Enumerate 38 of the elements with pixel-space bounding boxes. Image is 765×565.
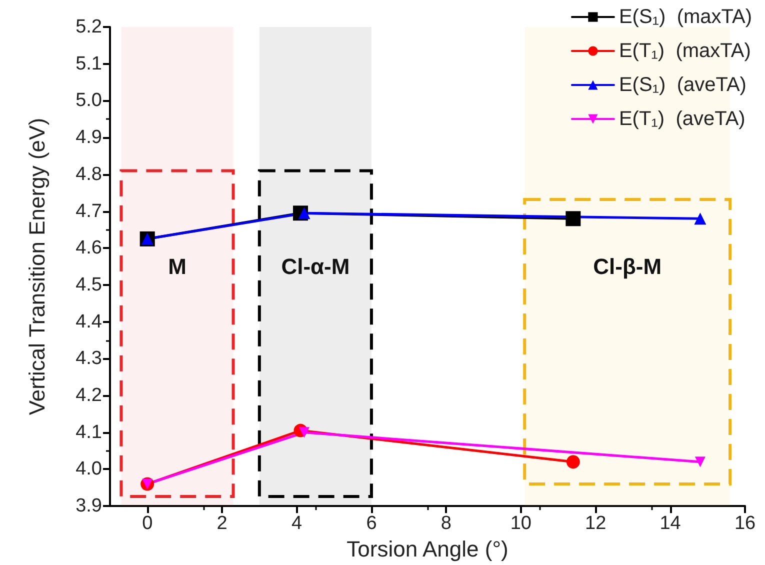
band-label: Cl-β-M [593, 254, 662, 280]
y-tick-label: 4.9 [76, 127, 102, 148]
y-axis-title: Vertical Transition Energy (eV) [24, 118, 50, 416]
y-tick-label: 4.1 [76, 422, 102, 443]
x-tick-label: 16 [734, 513, 756, 534]
x-tick-label: 6 [366, 513, 377, 534]
y-tick-label: 5.2 [76, 16, 102, 38]
legend-label: E(S₁) (aveTA) [618, 74, 746, 96]
y-tick-label: 4.7 [76, 200, 102, 222]
y-tick-label: 5.1 [76, 53, 102, 74]
legend-label: E(T₁) (maxTA) [618, 40, 751, 62]
x-tick-label: 8 [440, 513, 452, 534]
y-tick-label: 4.4 [76, 311, 102, 332]
x-tick-label: 0 [142, 513, 153, 534]
legend-label: E(T₁) (aveTA) [618, 108, 746, 130]
y-tick-label: 4.6 [76, 238, 102, 259]
x-tick-label: 2 [216, 513, 228, 534]
band-label: Cl-α-M [281, 254, 350, 280]
point [298, 427, 310, 438]
y-tick-label: 5.0 [76, 90, 102, 112]
x-tick-label: 4 [291, 513, 302, 534]
x-tick-label: 12 [585, 513, 606, 534]
point [566, 211, 581, 226]
y-tick-label: 4.0 [76, 458, 102, 480]
y-tick-label: 4.2 [76, 385, 102, 406]
y-tick-label: 4.8 [76, 164, 102, 185]
y-tick-label: 4.3 [76, 348, 102, 370]
y-tick-label: 3.9 [76, 496, 102, 517]
x-axis-title: Torsion Angle (°) [346, 536, 508, 562]
x-tick-label: 14 [660, 513, 682, 534]
point [694, 456, 706, 468]
y-tick-label: 4.5 [76, 274, 102, 296]
point [694, 212, 706, 225]
point [298, 207, 310, 220]
point [566, 455, 580, 469]
x-tick-label: 10 [510, 513, 532, 534]
band-label: M [168, 254, 186, 280]
legend-label: E(S₁) (maxTA) [618, 6, 752, 28]
